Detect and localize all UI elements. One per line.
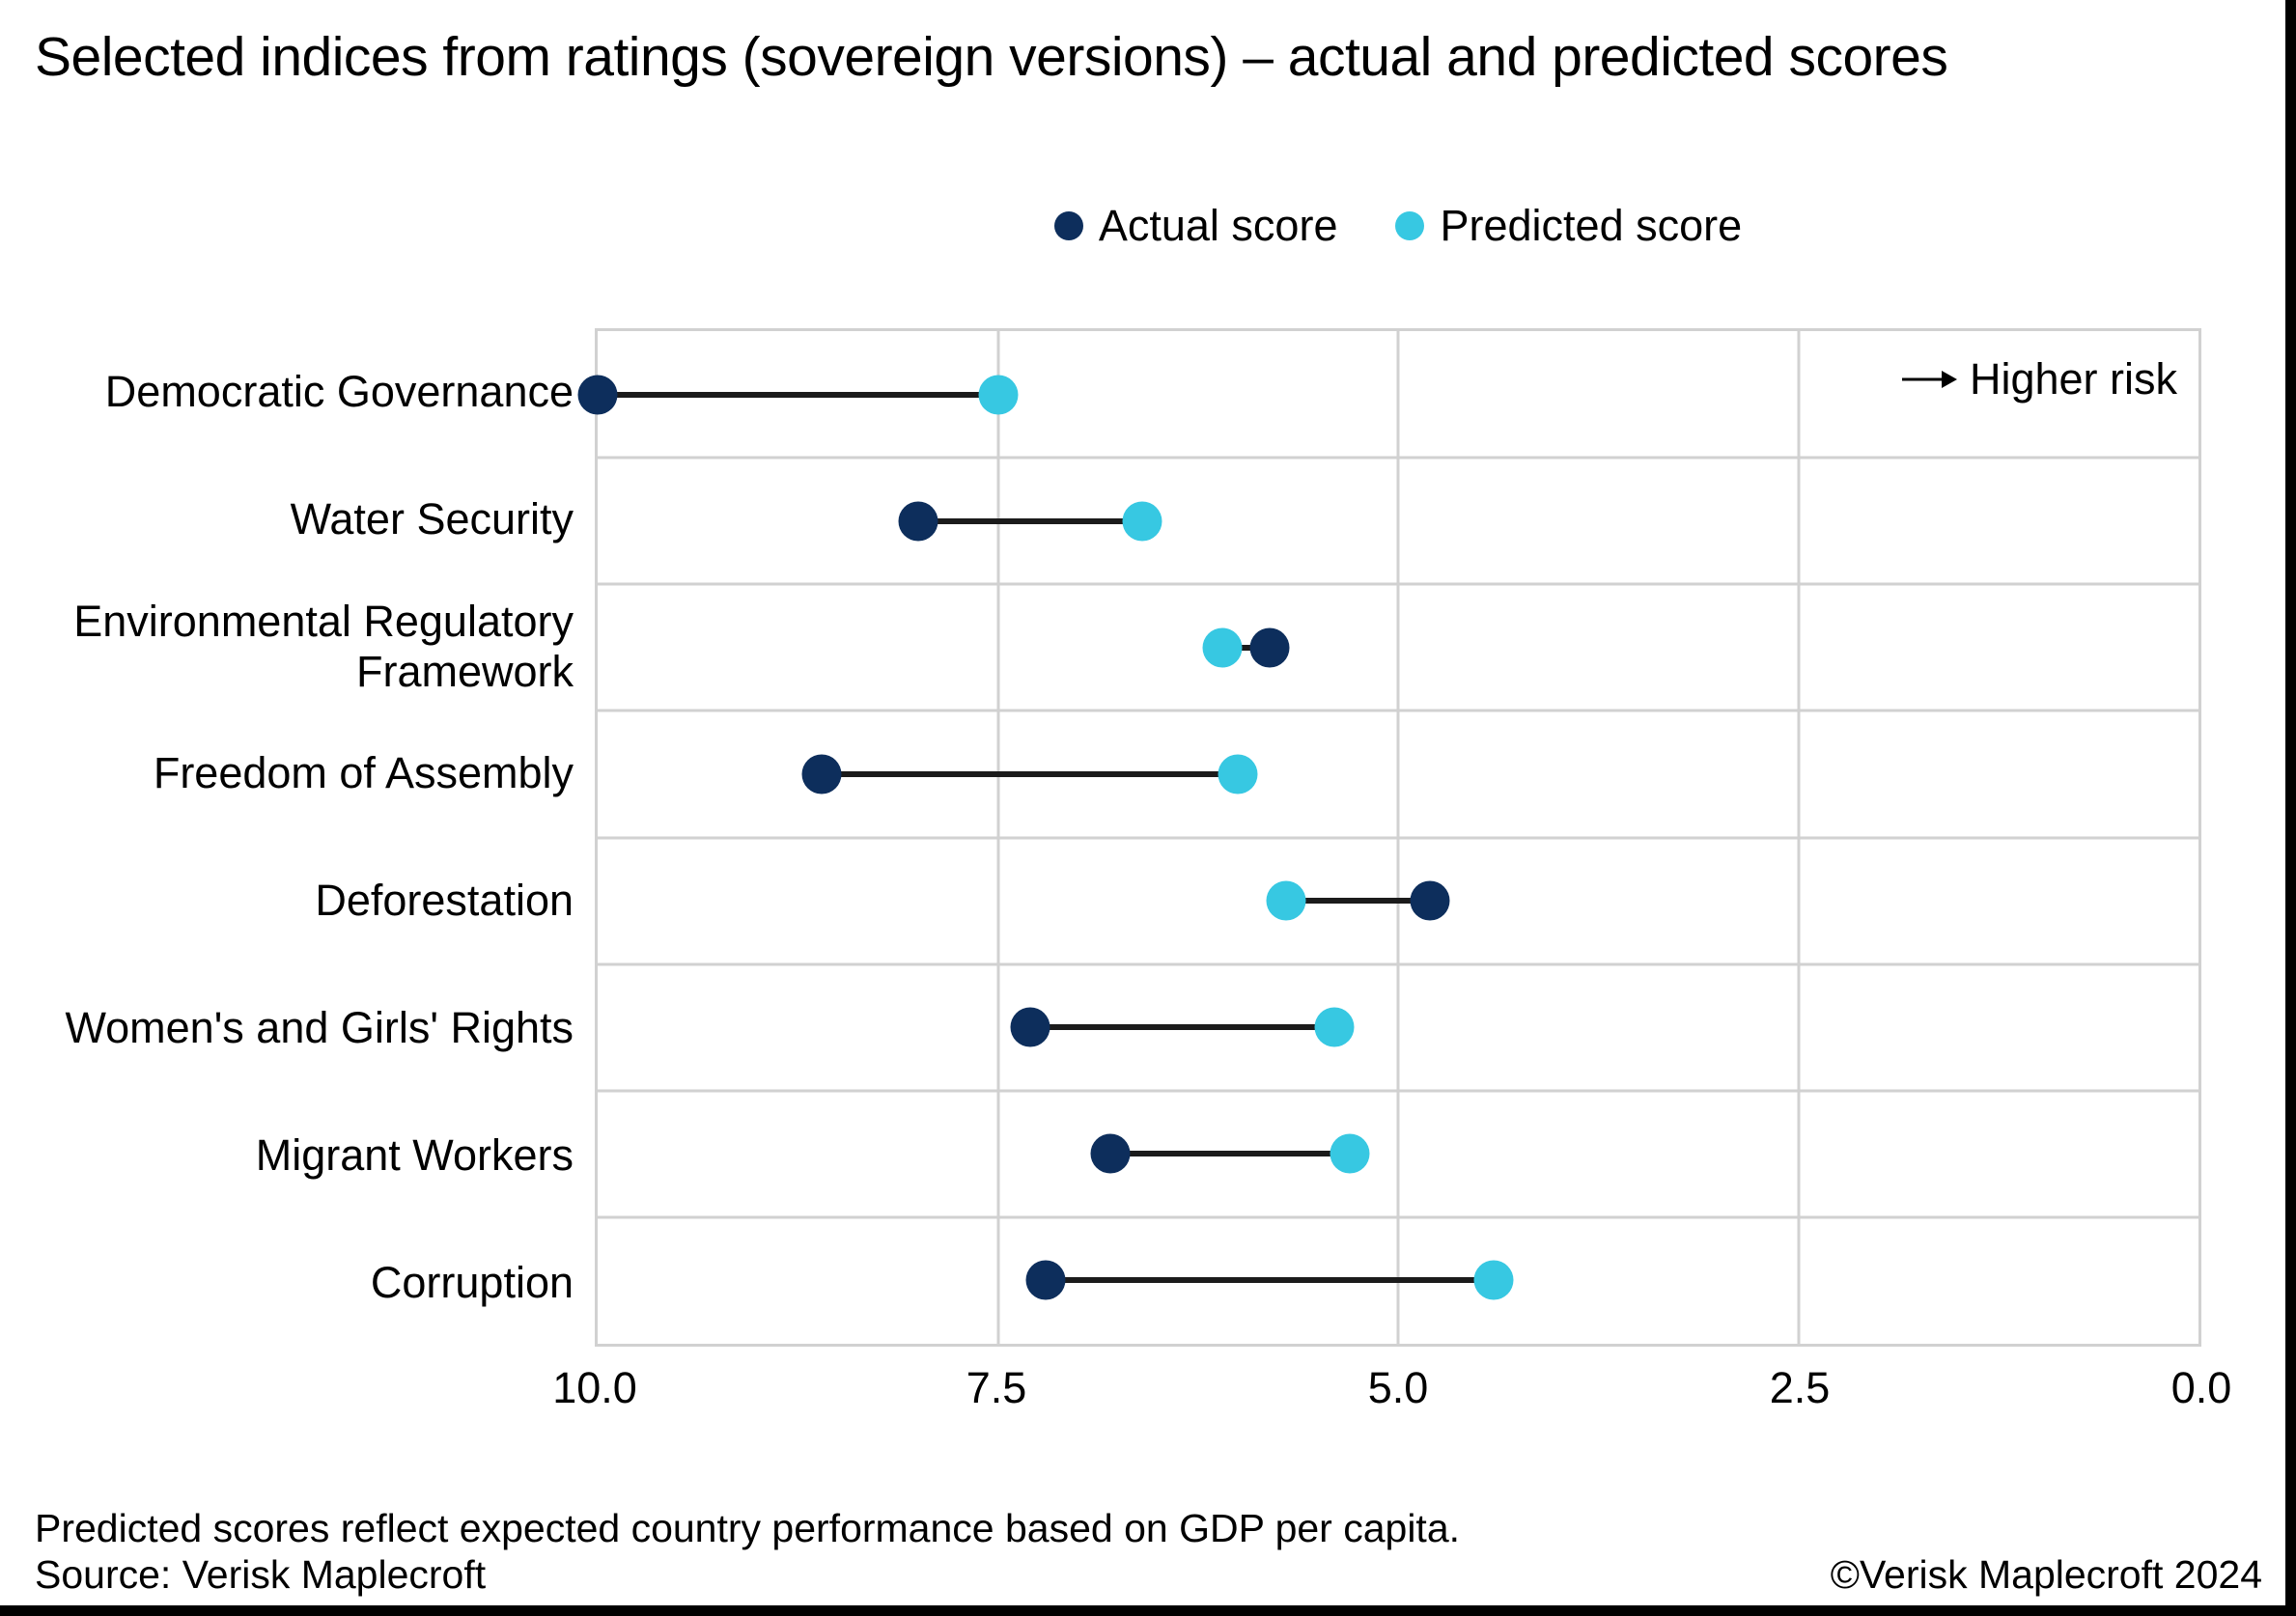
x-axis-ticks: 10.0 7.5 5.0 2.5 0.0 (552, 1363, 2231, 1431)
category-label: Corruption (370, 1257, 574, 1307)
predicted-score-dot (1218, 754, 1258, 794)
category-label: Democratic Governance (104, 366, 574, 416)
dumbbell-row (598, 964, 2198, 1091)
horizontal-gridline (598, 836, 2198, 839)
dumbbell-row (598, 1091, 2198, 1217)
dumbbell-row (598, 1217, 2198, 1344)
dumbbell-row (598, 458, 2198, 584)
category-label: Migrant Workers (255, 1130, 574, 1181)
category-label: Water Security (290, 493, 574, 543)
legend-label-predicted: Predicted score (1440, 201, 1743, 250)
higher-risk-annotation: Higher risk (1893, 354, 2177, 404)
dumbbell-row (598, 838, 2198, 964)
dumbbell-row (598, 710, 2198, 837)
dumbbell-row (577, 331, 2198, 458)
predicted-score-dot (1473, 1260, 1514, 1300)
legend: Actual score Predicted score (595, 201, 2201, 251)
connector-line (1029, 1024, 1334, 1031)
x-tick-label: 0.0 (2170, 1363, 2232, 1412)
horizontal-gridline (598, 1089, 2198, 1093)
actual-score-dot (1010, 1007, 1050, 1047)
category-labels: Democratic Governance Water Security Envir… (0, 328, 574, 1347)
actual-score-dot (1025, 1260, 1066, 1300)
higher-risk-label: Higher risk (1969, 354, 2177, 404)
connector-line (598, 391, 998, 398)
actual-score-legend-dot-icon (1053, 211, 1083, 240)
legend-item-predicted: Predicted score (1395, 201, 1742, 251)
footnote: Predicted scores reflect expected countr… (35, 1506, 1461, 1550)
actual-score-dot (1410, 880, 1450, 921)
right-arrow-icon (1901, 371, 1957, 388)
horizontal-gridline (598, 456, 2198, 460)
connector-line (917, 517, 1142, 524)
category-label: Deforestation (315, 876, 574, 926)
category-label: Women's and Girls' Rights (65, 1003, 574, 1053)
actual-score-dot (801, 754, 842, 794)
horizontal-gridline (598, 709, 2198, 712)
legend-label-actual: Actual score (1098, 201, 1338, 250)
x-tick-label: 7.5 (966, 1363, 1027, 1412)
right-border-bar (2285, 0, 2296, 1616)
connector-line (1221, 644, 1271, 651)
horizontal-gridline (598, 1215, 2198, 1219)
connector-line (1109, 1151, 1351, 1157)
actual-score-dot (577, 375, 618, 415)
horizontal-gridline (598, 962, 2198, 966)
horizontal-gridline (598, 582, 2198, 586)
legend-item-actual: Actual score (1053, 201, 1338, 251)
bottom-border-bar (0, 1605, 2296, 1616)
connector-line (1046, 1277, 1495, 1284)
actual-score-dot (898, 501, 938, 542)
predicted-score-dot (978, 375, 1018, 415)
actual-score-dot (1249, 627, 1290, 668)
copyright-note: ©Verisk Maplecroft 2024 (1830, 1552, 2262, 1597)
category-label: Freedom of Assembly (153, 748, 574, 798)
predicted-score-legend-dot-icon (1395, 211, 1425, 240)
predicted-score-dot (1266, 880, 1306, 921)
x-tick-label: 2.5 (1769, 1363, 1831, 1412)
dumbbell-row (598, 584, 2198, 710)
predicted-score-dot (1202, 627, 1243, 668)
connector-line (822, 770, 1239, 777)
category-label: Environmental Regulatory Framework (73, 596, 574, 696)
chart-title: Selected indices from ratings (sovereign… (35, 26, 1948, 88)
actual-score-dot (1090, 1133, 1131, 1174)
plot-area: Higher risk (577, 328, 2201, 1347)
connector-line (1285, 898, 1431, 905)
x-tick-label: 5.0 (1367, 1363, 1429, 1412)
source-note: Source: Verisk Maplecroft (35, 1552, 487, 1597)
predicted-score-dot (1330, 1133, 1370, 1174)
predicted-score-dot (1122, 501, 1162, 542)
predicted-score-dot (1314, 1007, 1355, 1047)
x-tick-label: 10.0 (552, 1363, 637, 1412)
